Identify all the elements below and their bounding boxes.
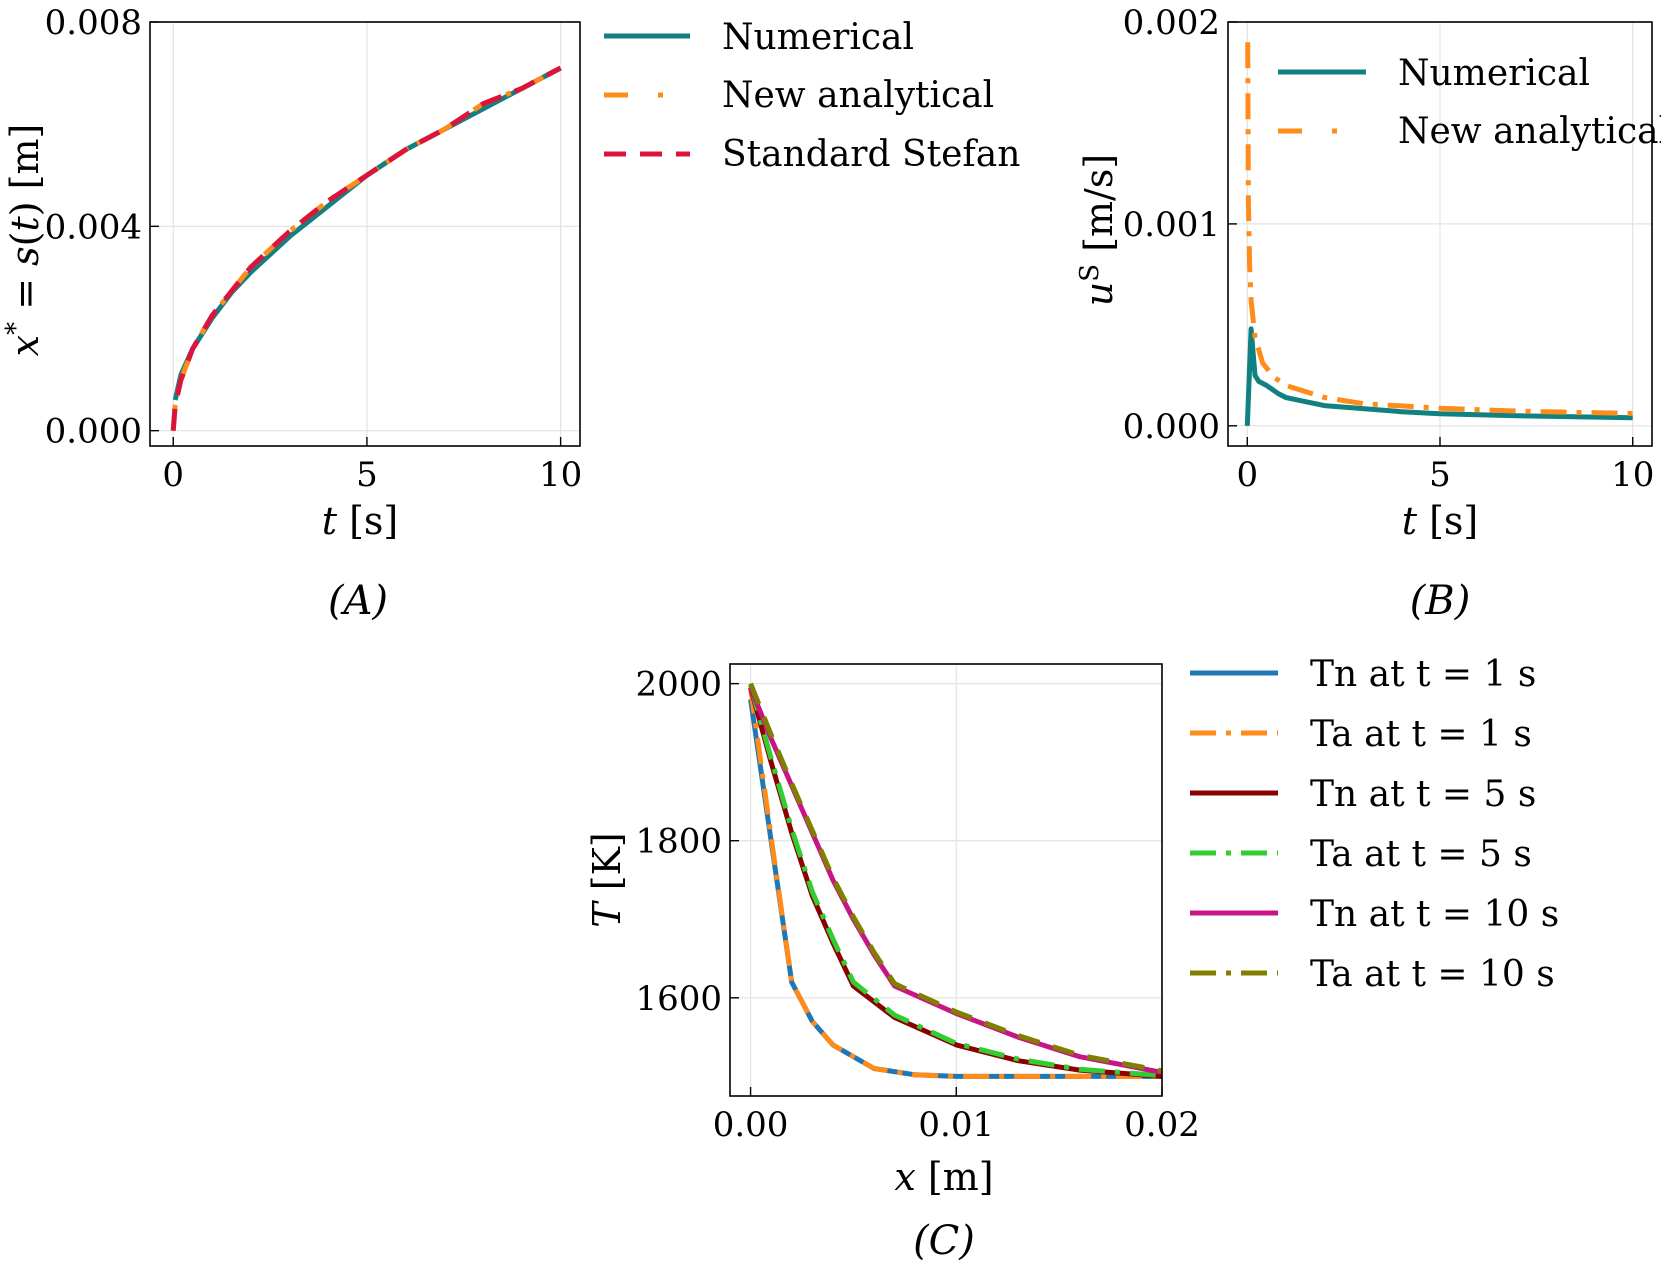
panel-a-grid [150, 21, 580, 446]
series-line-numerical [1244, 326, 1633, 426]
panel-c-xtick-label: 0.01 [918, 1105, 994, 1145]
panel-b-ytick-label: 0.000 [1123, 407, 1220, 447]
legend-c-ta10: Ta at t = 10 s [1310, 954, 1555, 995]
panel-b-xtick-label: 5 [1429, 455, 1451, 495]
panel-c-ytick-label: 1600 [635, 979, 722, 1019]
legend-c-tn10: Tn at t = 10 s [1310, 894, 1559, 935]
panel-a-xlabel: t [s] [322, 499, 399, 543]
svg-text:x* = s(t) [m]: x* = s(t) [m] [1, 124, 47, 357]
series-line-numerical [172, 65, 562, 401]
panel-b-xtick-label: 0 [1236, 455, 1258, 495]
series-line-standard-stefan [170, 65, 562, 431]
svg-text:t [s]: t [s] [1402, 499, 1479, 543]
panel-a-xtick-label: 0 [162, 455, 184, 495]
panel-a-xtick-label: 10 [539, 455, 582, 495]
panel-a-ylabel: x* = s(t) [m] [1, 124, 47, 357]
panel-c-frame [729, 663, 1163, 1097]
panel-b-ylabel: uS [m/s] [1075, 154, 1121, 306]
panel-a-ytick-label: 0.008 [45, 3, 142, 43]
panel-c-ytick-label: 1800 [635, 822, 722, 862]
legend-c-ta1: Ta at t = 1 s [1310, 714, 1532, 755]
legend-b-new-analytical: New analytical [1398, 111, 1661, 152]
series-line-ta-at-t-1-s [748, 687, 1162, 1079]
series-line-ta-at-t-5-s [748, 684, 1162, 1079]
legend-c-tn5: Tn at t = 5 s [1310, 774, 1536, 815]
legend-c-tn1: Tn at t = 1 s [1310, 654, 1536, 695]
panel-a-frame [149, 21, 581, 447]
panel-b: 0 5 10 0.000 0.001 0.002 t [s] uS [m/s] (B) N… [1075, 3, 1661, 624]
svg-text:T [K]: T [K] [585, 832, 629, 927]
panel-a-series [170, 65, 562, 431]
legend-a-numerical: Numerical [722, 17, 914, 58]
panel-a-ticks: 0 5 10 0.000 0.004 0.008 [45, 3, 583, 495]
panel-b-legend: Numerical New analytical [1278, 53, 1661, 152]
panel-c-legend: Tn at t = 1 s Ta at t = 1 s Tn at t = 5 … [1190, 654, 1559, 995]
panel-c-ytick-label: 2000 [635, 665, 722, 705]
panel-c-ylabel: T [K] [585, 832, 629, 927]
panel-b-ytick-label: 0.002 [1123, 3, 1220, 43]
legend-a-standard-stefan: Standard Stefan [722, 134, 1020, 175]
panel-c-ticks: 0.00 0.01 0.02 1600 1800 2000 [635, 665, 1199, 1145]
panel-a-legend: Numerical New analytical Standard Stefan [604, 17, 1020, 175]
panel-a-ytick-label: 0.004 [45, 207, 142, 247]
legend-b-numerical: Numerical [1398, 53, 1590, 94]
svg-text:x [m]: x [m] [894, 1155, 993, 1199]
panel-c-xlabel: x [m] [894, 1155, 993, 1199]
panel-c-label: (C) [913, 1218, 975, 1264]
panel-c-series [748, 682, 1162, 1079]
svg-text:t [s]: t [s] [322, 499, 399, 543]
panel-b-label: (B) [1410, 578, 1471, 624]
panel-c-xtick-label: 0.02 [1124, 1105, 1200, 1145]
panel-c-grid [730, 664, 1163, 1096]
svg-text:uS [m/s]: uS [m/s] [1075, 154, 1121, 306]
panel-b-xtick-label: 10 [1611, 455, 1654, 495]
legend-a-new-analytical: New analytical [722, 75, 994, 116]
panel-b-series [1244, 42, 1633, 426]
panel-c-xtick-label: 0.00 [713, 1105, 789, 1145]
legend-c-ta5: Ta at t = 5 s [1310, 834, 1532, 875]
panel-b-ytick-label: 0.001 [1123, 205, 1220, 245]
panel-a-ytick-label: 0.000 [45, 412, 142, 452]
panel-b-ticks: 0 5 10 0.000 0.001 0.002 [1123, 3, 1655, 495]
series-line-ta-at-t-10-s [748, 682, 1162, 1074]
panel-b-xlabel: t [s] [1402, 499, 1479, 543]
panel-a-xtick-label: 5 [356, 455, 378, 495]
panel-a-label: (A) [328, 578, 388, 624]
series-line-new-analytical [1245, 42, 1633, 416]
panel-c: 0.00 0.01 0.02 1600 1800 2000 x [m] T [K] (C)… [585, 654, 1559, 1264]
